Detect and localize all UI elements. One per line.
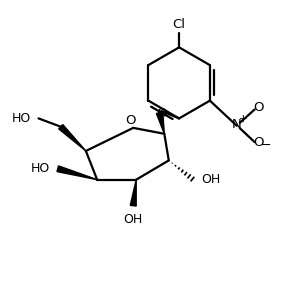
Text: Cl: Cl — [173, 18, 186, 31]
Text: OH: OH — [201, 173, 220, 186]
Text: O: O — [125, 114, 136, 127]
Text: +: + — [239, 114, 248, 124]
Polygon shape — [130, 180, 136, 206]
Text: O: O — [253, 136, 263, 149]
Text: OH: OH — [124, 213, 143, 226]
Polygon shape — [59, 125, 86, 151]
Text: HO: HO — [31, 162, 50, 175]
Polygon shape — [156, 112, 164, 134]
Text: O: O — [253, 101, 263, 114]
Text: O: O — [157, 107, 167, 120]
Text: N: N — [232, 118, 242, 131]
Text: −: − — [261, 139, 272, 152]
Polygon shape — [57, 166, 97, 180]
Text: HO: HO — [12, 112, 31, 125]
